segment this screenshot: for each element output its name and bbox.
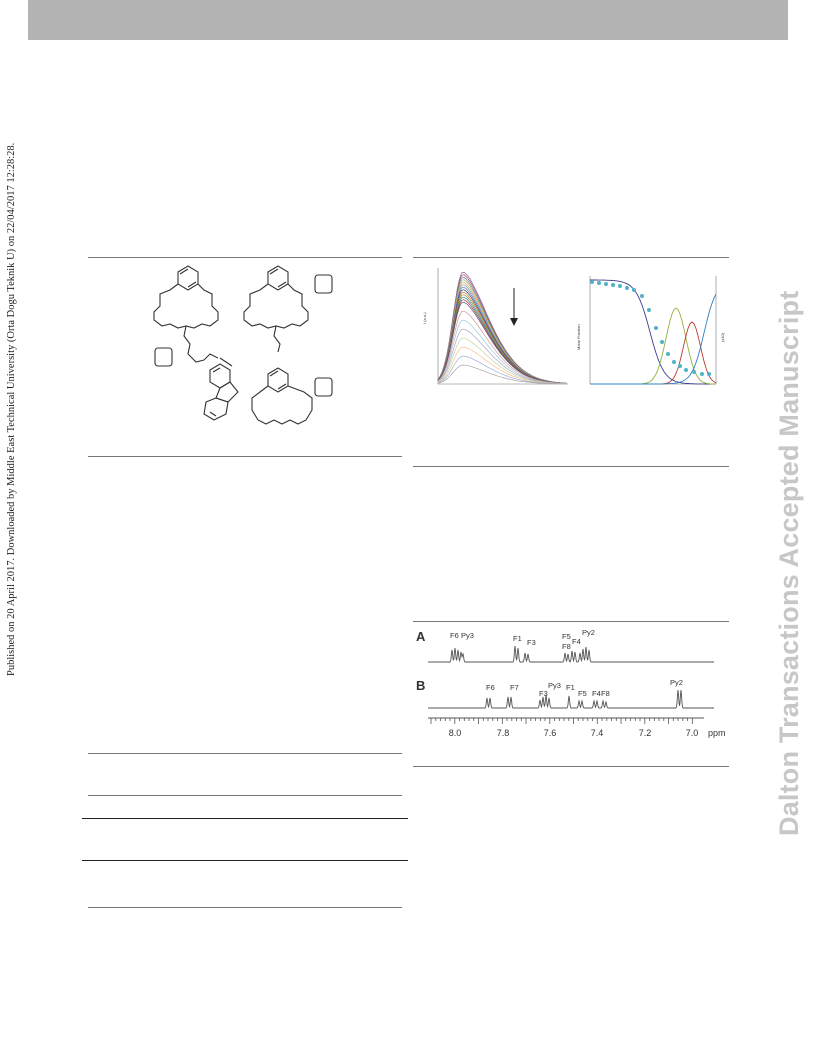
arrow-down-icon — [510, 288, 518, 326]
label-box-2 — [154, 347, 173, 367]
right-axis-label: (x10) — [720, 332, 725, 342]
figure2-top-rule — [413, 257, 729, 258]
peak-label: Py2 — [670, 678, 683, 687]
axis-tick-label: 7.4 — [591, 728, 604, 738]
emission-curve — [437, 294, 568, 384]
peak-label: F8 — [562, 642, 571, 651]
figure3-bottom-rule — [413, 766, 729, 767]
axis-tick-label: 8.0 — [449, 728, 462, 738]
emission-curve — [437, 271, 568, 384]
figure3-top-rule — [413, 621, 729, 622]
figure1-top-rule — [88, 257, 402, 258]
macrocycle-1 — [153, 265, 219, 363]
fraction-point — [672, 360, 676, 364]
fraction-curve — [590, 293, 717, 385]
chemical-structures-figure — [153, 265, 333, 425]
fraction-point — [647, 308, 651, 312]
emission-curve — [437, 364, 567, 385]
fraction-point — [678, 364, 682, 368]
molar-fraction-plot — [589, 276, 717, 385]
table-top-rule — [88, 753, 402, 754]
peak-label: F1 — [566, 683, 575, 692]
figure2-bottom-rule — [413, 466, 729, 467]
peak-label: F4 — [592, 689, 601, 698]
fraction-point — [660, 340, 664, 344]
emission-curve — [437, 286, 568, 384]
table-header-rule — [88, 795, 402, 796]
peak-label: F7 — [510, 683, 519, 692]
label-box-1 — [314, 274, 333, 294]
left-axis-label: I (a.u.) — [422, 312, 427, 324]
peak-labels-b: F6 F7 F3 Py3 F1 F5 F4 F8 Py2 — [486, 678, 683, 698]
peak-label: F5 — [578, 689, 587, 698]
fraction-point — [590, 280, 594, 284]
spectra-figure: I (a.u.) Molar Fraction (x10) — [422, 268, 725, 385]
peak-label: F5 — [562, 632, 571, 641]
fraction-point — [684, 368, 688, 372]
macrocycle-3 — [251, 367, 313, 425]
label-box-3 — [314, 377, 333, 397]
figure1-bottom-rule — [88, 456, 402, 457]
emission-curve — [437, 328, 567, 384]
peak-label: Py3 — [548, 681, 561, 690]
peak-label: F3 — [539, 689, 548, 698]
fraction-point — [666, 352, 670, 356]
mid-axis-label: Molar Fraction — [576, 324, 581, 350]
peak-label: F8 — [601, 689, 610, 698]
table-inner-bottom-rule — [82, 860, 408, 861]
fraction-point — [707, 372, 711, 376]
panel-b-label: B — [416, 678, 425, 693]
fraction-point — [654, 326, 658, 330]
nmr-trace-b — [428, 689, 714, 709]
peak-label: F1 — [513, 634, 522, 643]
axis-tick-label: 7.6 — [544, 728, 557, 738]
fraction-point — [604, 282, 608, 286]
panel-a-label: A — [416, 629, 426, 644]
ppm-axis — [428, 717, 704, 724]
fraction-curve — [590, 279, 716, 385]
nmr-trace-a — [428, 645, 714, 663]
axis-tick-label: 7.8 — [497, 728, 510, 738]
fraction-point — [625, 286, 629, 290]
table-inner-top-rule — [82, 818, 408, 819]
emission-spectra-plot — [437, 268, 568, 385]
axis-unit: ppm — [708, 728, 726, 738]
fraction-point — [640, 294, 644, 298]
fraction-curve — [590, 307, 716, 385]
axis-tick-label: 7.0 — [686, 728, 699, 738]
fraction-point — [700, 372, 704, 376]
peak-label: F4 — [572, 637, 581, 646]
peak-labels-a: F6 Py3 F1 F3 F5 F8 F4 Py2 — [450, 628, 595, 651]
download-note: Published on 20 April 2017. Downloaded b… — [6, 142, 17, 676]
macrocycle-2 — [243, 265, 309, 353]
peak-label: F6 — [486, 683, 495, 692]
peak-label: F6 — [450, 631, 459, 640]
peak-label: Py2 — [582, 628, 595, 637]
fraction-point — [597, 281, 601, 285]
axis-tick-label: 7.2 — [639, 728, 652, 738]
ppm-axis-ticks: 8.0 7.8 7.6 7.4 7.2 7.0 — [449, 728, 699, 738]
fraction-point — [692, 370, 696, 374]
fluorene-unit — [203, 353, 239, 421]
emission-curve — [437, 355, 567, 385]
journal-header-bar — [28, 0, 788, 40]
fraction-point — [611, 283, 615, 287]
peak-label: Py3 — [461, 631, 474, 640]
fraction-point — [618, 284, 622, 288]
fraction-point — [632, 288, 636, 292]
table-bottom-rule — [88, 907, 402, 908]
emission-curve — [437, 296, 568, 384]
peak-label: F3 — [527, 638, 536, 647]
nmr-spectra-figure: A B F6 Py3 F1 F3 F5 F8 F4 Py2 F6 F7 F3 P… — [416, 628, 726, 738]
accepted-manuscript-watermark: Dalton Transactions Accepted Manuscript — [774, 290, 804, 836]
fraction-curve — [590, 321, 717, 385]
